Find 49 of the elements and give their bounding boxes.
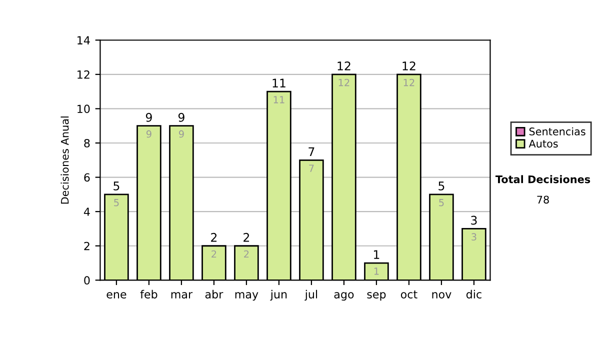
x-tick-label: jun: [270, 290, 287, 301]
data-label: 9: [146, 130, 152, 138]
x-tick-label: jul: [304, 290, 318, 301]
y-tick-label: 14: [78, 36, 90, 44]
total-label: 5: [114, 182, 120, 190]
x-tick-label: feb: [140, 290, 158, 298]
data-label: 7: [309, 164, 314, 172]
x-tick-label: dic: [466, 290, 482, 298]
data-label: 12: [338, 78, 350, 86]
total-label: 9: [178, 112, 184, 122]
total-label: 12: [402, 61, 416, 70]
y-tick-label: 12: [78, 70, 90, 79]
x-tick-label: ago: [334, 292, 354, 301]
legend-label: Autos: [528, 140, 558, 148]
total-label: 11: [272, 78, 286, 88]
x-tick-label: abr: [205, 290, 224, 298]
total-label: 5: [438, 182, 444, 190]
data-label: 2: [212, 250, 216, 258]
y-tick-label: 10: [78, 104, 90, 114]
y-tick-label: 4: [84, 208, 90, 216]
total-label: 12: [338, 61, 350, 70]
total-label: 9: [146, 112, 152, 122]
x-tick-label: oct: [400, 290, 418, 298]
total-label: 2: [244, 232, 250, 242]
data-label: 5: [439, 199, 444, 206]
text: 78: [537, 196, 549, 204]
legend-label: Sentencias: [529, 127, 586, 136]
data-label: 1: [374, 268, 379, 275]
data-label: 12: [404, 78, 414, 86]
total-label: 1: [374, 250, 380, 259]
total-label: 2: [211, 232, 217, 242]
text: Total Decisiones: [495, 175, 590, 184]
data-label: 2: [244, 250, 249, 258]
y-tick-label: 2: [84, 242, 90, 250]
y-tick-label: 8: [84, 138, 90, 148]
y-axis-title: Decisiones Anual: [60, 116, 69, 204]
x-tick-label: mar: [171, 292, 193, 298]
data-label: 11: [274, 96, 284, 104]
data-label: 9: [178, 130, 184, 138]
total-label: 3: [471, 216, 477, 225]
data-label: 3: [472, 233, 476, 241]
x-tick-label: nov: [432, 292, 452, 298]
x-tick-label: ene: [106, 292, 126, 298]
data-label: 5: [114, 199, 119, 206]
total-label: 7: [308, 147, 314, 156]
y-tick-label: 6: [84, 173, 90, 182]
y-tick-label: 0: [84, 276, 90, 285]
x-tick-label: may: [235, 292, 258, 301]
x-tick-label: sep: [367, 292, 386, 301]
